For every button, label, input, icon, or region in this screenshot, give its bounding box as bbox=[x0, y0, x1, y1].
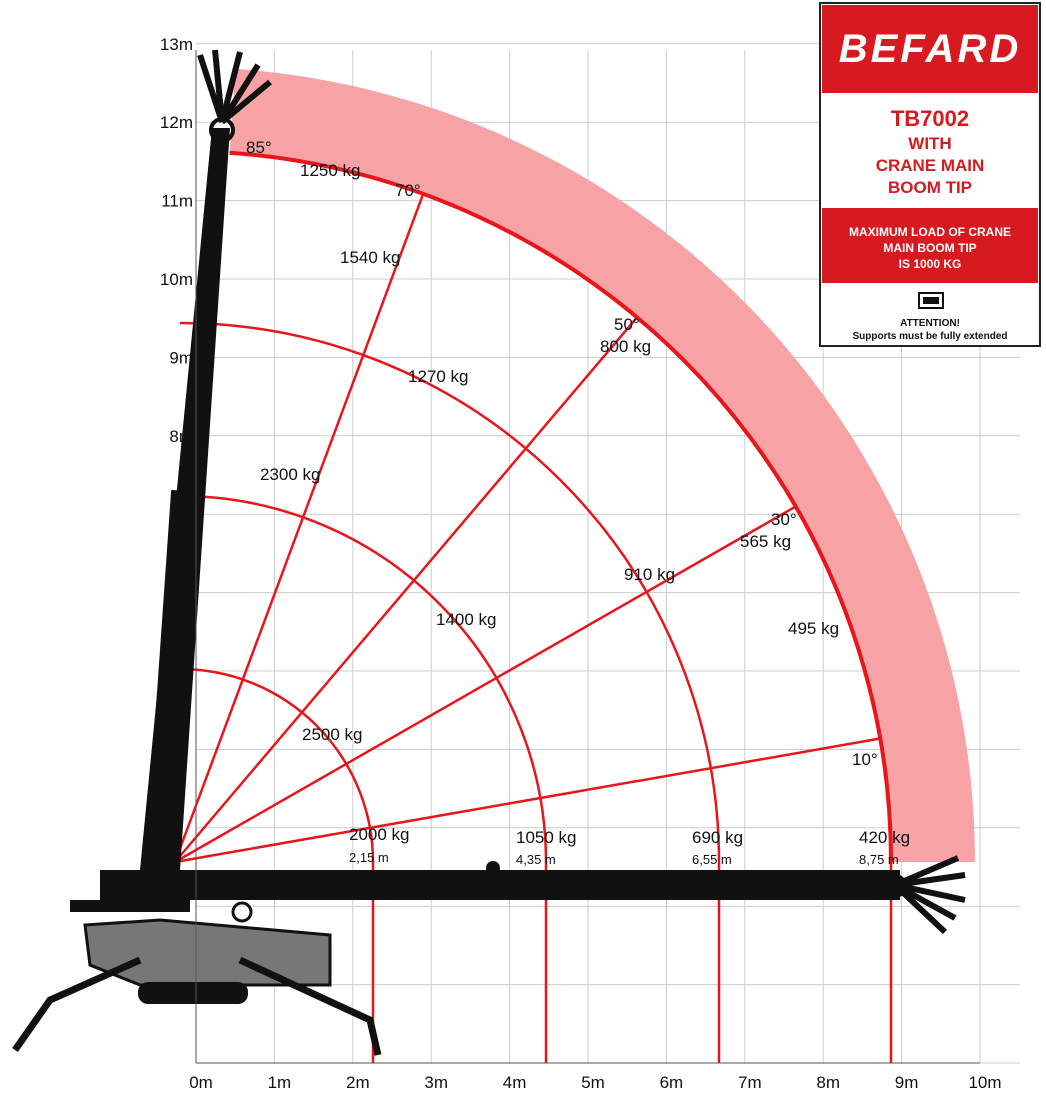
load-label: 420 kg bbox=[859, 828, 910, 847]
radius-label: 8,75 m bbox=[859, 852, 899, 867]
radius-label: 2,15 m bbox=[349, 850, 389, 865]
angle-label: 10° bbox=[852, 750, 878, 769]
angle-label: 85° bbox=[246, 138, 272, 157]
model: TB7002 bbox=[891, 106, 969, 131]
angle-label: 30° bbox=[771, 510, 797, 529]
subtitle: BOOM TIP bbox=[888, 178, 972, 197]
track bbox=[138, 982, 248, 1004]
x-tick-label: 4m bbox=[503, 1073, 527, 1092]
radius-label: 6,55 m bbox=[692, 852, 732, 867]
angle-label: 50° bbox=[614, 315, 640, 334]
y-tick-label: 8m bbox=[169, 427, 193, 446]
y-tick-label: 13m bbox=[160, 35, 193, 54]
boom-base bbox=[70, 900, 190, 912]
support-note: Supports must be fully extended bbox=[852, 331, 1007, 342]
load-label: 1540 kg bbox=[340, 248, 401, 267]
load-label: 690 kg bbox=[692, 828, 743, 847]
subtitle: WITH bbox=[908, 134, 951, 153]
x-tick-label: 3m bbox=[424, 1073, 448, 1092]
load-label: 1250 kg bbox=[300, 161, 361, 180]
load-label: 1270 kg bbox=[408, 367, 469, 386]
load-label: 2000 kg bbox=[349, 825, 410, 844]
load-label: 1400 kg bbox=[436, 610, 497, 629]
radius-label: 4,35 m bbox=[516, 852, 556, 867]
load-label: 495 kg bbox=[788, 619, 839, 638]
load-chart: 1250 kg 1540 kg 1270 kg 2300 kg 800 kg 9… bbox=[0, 0, 1046, 1094]
x-tick-label: 2m bbox=[346, 1073, 370, 1092]
x-tick-label: 6m bbox=[660, 1073, 684, 1092]
load-label: 800 kg bbox=[600, 337, 651, 356]
y-tick-label: 12m bbox=[160, 113, 193, 132]
y-tick-label: 10m bbox=[160, 270, 193, 289]
angle-line bbox=[175, 317, 637, 862]
notice: MAIN BOOM TIP bbox=[883, 241, 976, 255]
load-label: 910 kg bbox=[624, 565, 675, 584]
chassis bbox=[85, 920, 330, 985]
x-tick-label: 5m bbox=[581, 1073, 605, 1092]
load-label: 1050 kg bbox=[516, 828, 577, 847]
y-tick-label: 11m bbox=[161, 192, 193, 211]
horizontal-boom bbox=[100, 870, 900, 900]
x-tick-label: 7m bbox=[738, 1073, 762, 1092]
x-tick-label: 10m bbox=[968, 1073, 1001, 1092]
subtitle: CRANE MAIN bbox=[876, 156, 985, 175]
x-tick-label: 8m bbox=[816, 1073, 840, 1092]
notice: IS 1000 KG bbox=[899, 257, 962, 271]
header-box: BEFARD TB7002 WITH CRANE MAIN BOOM TIP M… bbox=[820, 3, 1040, 346]
attention: ATTENTION! bbox=[900, 318, 960, 329]
x-tick-label: 1m bbox=[268, 1073, 292, 1092]
angle-label: 70° bbox=[395, 181, 421, 200]
x-tick-label: 9m bbox=[895, 1073, 919, 1092]
load-label: 565 kg bbox=[740, 532, 791, 551]
load-label: 2500 kg bbox=[302, 725, 363, 744]
load-lines bbox=[175, 153, 891, 1063]
load-label: 2300 kg bbox=[260, 465, 321, 484]
brand: BEFARD bbox=[839, 27, 1021, 71]
y-tick-label: 9m bbox=[169, 348, 193, 367]
notice: MAXIMUM LOAD OF CRANE bbox=[849, 225, 1011, 239]
jib-tip-right bbox=[895, 858, 965, 932]
x-tick-label: 0m bbox=[189, 1073, 213, 1092]
